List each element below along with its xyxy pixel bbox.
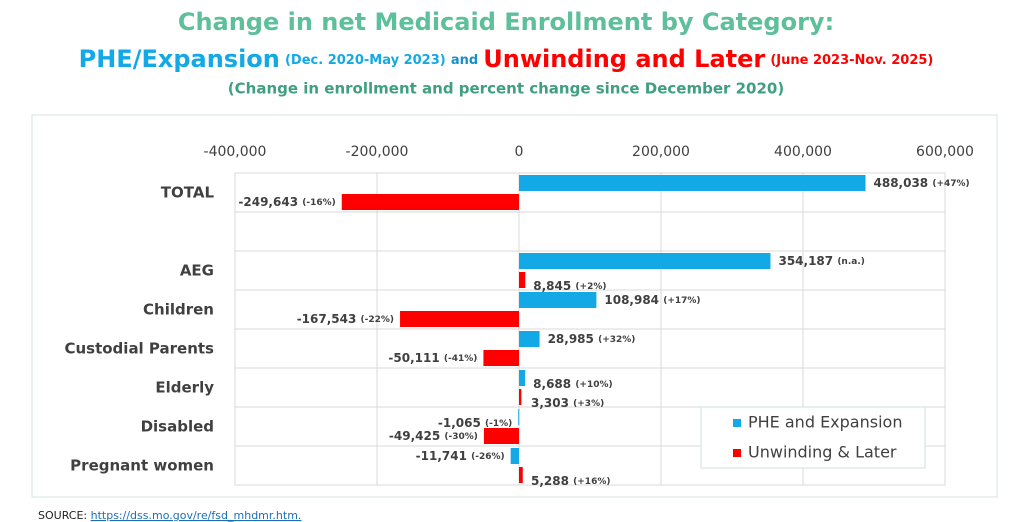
- legend-box: [700, 406, 926, 469]
- bar: [483, 350, 519, 366]
- legend: PHE and Expansion Unwinding & Later: [700, 406, 926, 469]
- source-label: SOURCE:: [38, 509, 87, 522]
- value-label: 28,985 (+32%): [548, 332, 636, 346]
- value-pct: (+17%): [663, 296, 700, 306]
- source-link[interactable]: https://dss.mo.gov/re/fsd_mhdmr.htm.: [91, 509, 302, 522]
- bar: [519, 389, 522, 405]
- value-pct: (+10%): [575, 380, 612, 390]
- value-label: -249,643 (-16%): [238, 195, 335, 209]
- value-label: 8,845 (+2%): [533, 279, 606, 293]
- category-label: Custodial Parents: [64, 340, 214, 358]
- value-pct: (+47%): [932, 179, 969, 189]
- bar: [510, 448, 519, 464]
- legend-swatch: [733, 419, 741, 427]
- value-number: 8,845: [533, 279, 571, 293]
- bar: [519, 467, 523, 483]
- category-label: AEG: [180, 262, 214, 280]
- title-part: (Dec. 2020-May 2023): [285, 53, 446, 68]
- legend-swatch: [733, 449, 741, 457]
- value-pct: (n.a.): [837, 257, 865, 267]
- value-label: -1,065 (-1%): [438, 416, 512, 430]
- value-pct: (+32%): [598, 335, 635, 345]
- value-label: 3,303 (+3%): [531, 396, 604, 410]
- category-label: Disabled: [141, 418, 214, 436]
- value-number: 3,303: [531, 396, 569, 410]
- title-part: and: [451, 53, 478, 68]
- bar: [519, 272, 526, 288]
- bar: [519, 331, 540, 347]
- value-number: -249,643: [238, 195, 298, 209]
- value-label: 488,038 (+47%): [874, 176, 970, 190]
- bar: [518, 409, 520, 425]
- value-label: -11,741 (-26%): [416, 449, 505, 463]
- chart-subtitle: (Change in enrollment and percent change…: [228, 80, 784, 98]
- value-pct: (-1%): [485, 419, 512, 429]
- value-label: 354,187 (n.a.): [778, 254, 864, 268]
- value-pct: (-41%): [444, 354, 478, 364]
- value-number: 108,984: [604, 293, 659, 307]
- title-part: Unwinding and Later: [483, 45, 765, 73]
- chart-panel: [31, 114, 998, 498]
- value-number: 354,187: [778, 254, 833, 268]
- value-pct: (-30%): [444, 432, 478, 442]
- bar: [341, 194, 519, 210]
- bar: [519, 292, 597, 308]
- value-number: -1,065: [438, 416, 481, 430]
- title-part: (June 2023-Nov. 2025): [770, 53, 933, 68]
- value-number: -49,425: [389, 429, 440, 443]
- value-pct: (+2%): [575, 282, 606, 292]
- source: SOURCE: https://dss.mo.gov/re/fsd_mhdmr.…: [38, 509, 301, 522]
- value-label: -49,425 (-30%): [389, 429, 478, 443]
- chart-title: Change in net Medicaid Enrollment by Cat…: [178, 8, 834, 36]
- bar: [483, 428, 519, 444]
- bar: [519, 370, 526, 386]
- legend-label: PHE and Expansion: [748, 413, 902, 432]
- value-pct: (-22%): [361, 315, 395, 325]
- value-label: -167,543 (-22%): [297, 312, 394, 326]
- value-pct: (-26%): [471, 452, 505, 462]
- x-tick-label: 200,000: [632, 144, 690, 160]
- legend-label: Unwinding & Later: [748, 443, 897, 462]
- x-tick-label: 600,000: [916, 144, 974, 160]
- value-pct: (+3%): [573, 399, 604, 409]
- x-tick-label: -400,000: [204, 144, 267, 160]
- value-label: 5,288 (+16%): [531, 474, 610, 488]
- value-number: 488,038: [874, 176, 929, 190]
- value-number: 8,688: [533, 377, 571, 391]
- x-tick-label: -200,000: [346, 144, 409, 160]
- bar: [400, 311, 519, 327]
- value-pct: (+16%): [573, 477, 610, 487]
- value-pct: (-16%): [302, 198, 336, 208]
- category-label: Children: [143, 301, 214, 319]
- value-label: 108,984 (+17%): [604, 293, 700, 307]
- value-number: 5,288: [531, 474, 569, 488]
- value-label: 8,688 (+10%): [533, 377, 612, 391]
- bar: [519, 175, 866, 191]
- value-number: -167,543: [297, 312, 357, 326]
- category-label: Pregnant women: [70, 457, 214, 475]
- category-label: Elderly: [155, 379, 214, 397]
- chart-title-2: PHE/Expansion (Dec. 2020-May 2023) and U…: [79, 45, 934, 73]
- value-number: 28,985: [548, 332, 594, 346]
- title-part: PHE/Expansion: [79, 45, 280, 73]
- value-label: -50,111 (-41%): [388, 351, 477, 365]
- value-number: -50,111: [388, 351, 439, 365]
- bar: [519, 253, 771, 269]
- category-label: TOTAL: [161, 184, 215, 202]
- x-tick-label: 400,000: [774, 144, 832, 160]
- value-number: -11,741: [416, 449, 467, 463]
- x-tick-label: 0: [515, 144, 524, 160]
